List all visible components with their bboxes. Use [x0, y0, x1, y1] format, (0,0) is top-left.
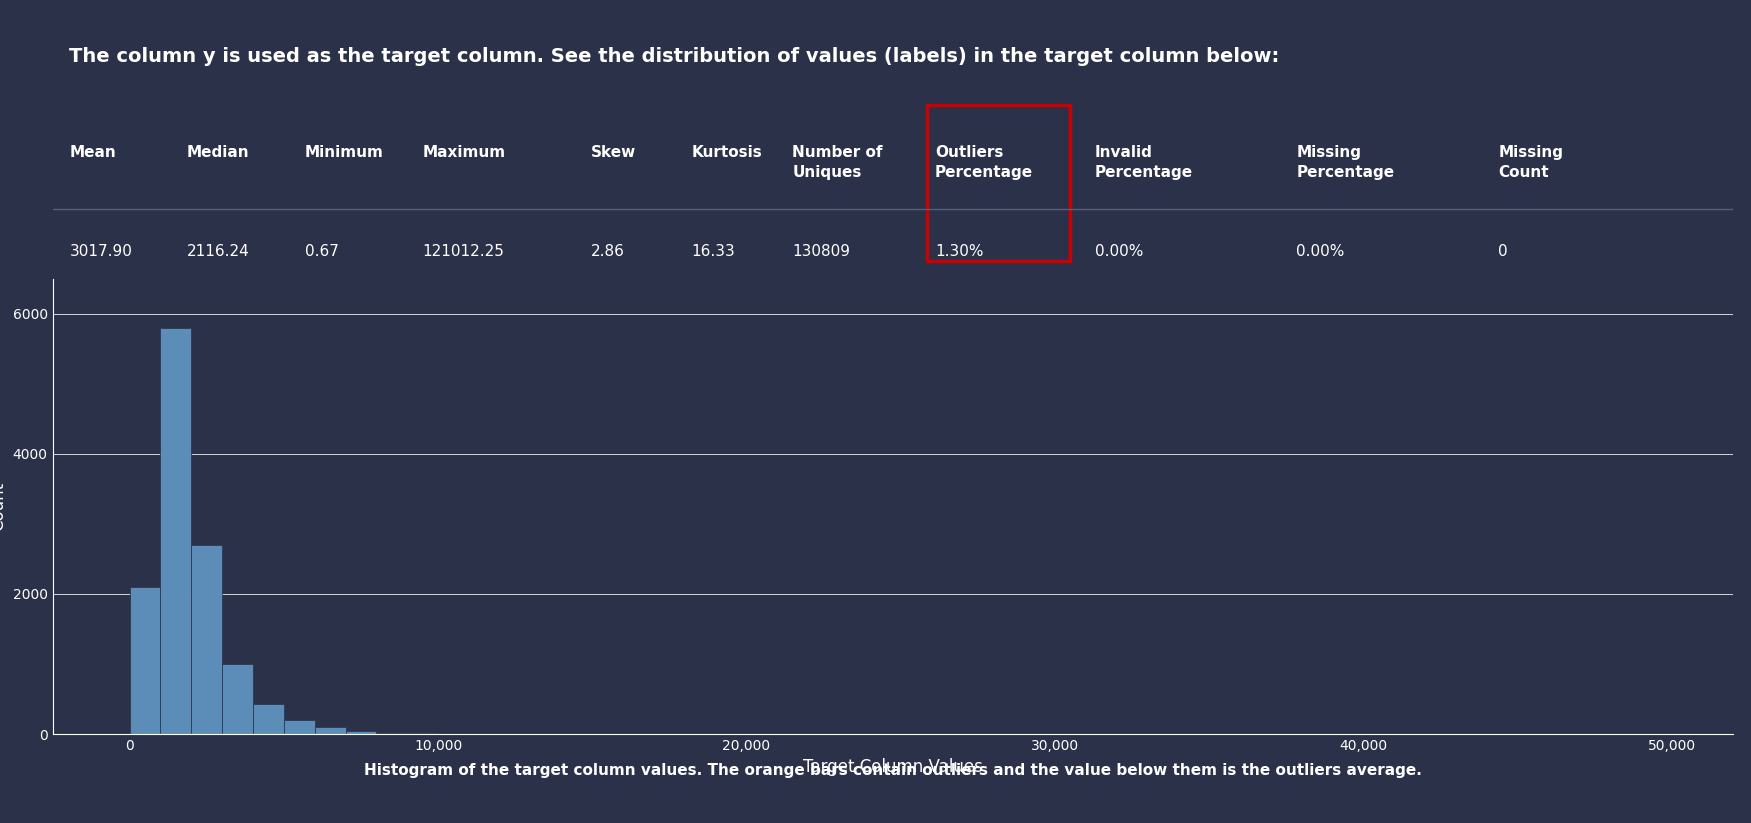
Bar — [222, 664, 252, 734]
Text: 2.86: 2.86 — [590, 244, 625, 258]
Text: Outliers
Percentage: Outliers Percentage — [935, 145, 1033, 180]
Bar — [284, 720, 315, 734]
Text: 0.67: 0.67 — [305, 244, 338, 258]
Text: 130809: 130809 — [791, 244, 851, 258]
Bar — [130, 587, 161, 734]
Text: Number of
Uniques: Number of Uniques — [791, 145, 883, 180]
Bar — [345, 731, 376, 734]
Text: 3017.90: 3017.90 — [70, 244, 133, 258]
Text: 1.30%: 1.30% — [935, 244, 984, 258]
Bar — [376, 732, 408, 734]
Text: 0.00%: 0.00% — [1296, 244, 1345, 258]
Text: Histogram of the target column values. The orange bars contain outliers and the : Histogram of the target column values. T… — [364, 764, 1422, 779]
X-axis label: Target Column Values: Target Column Values — [804, 759, 982, 776]
Text: 0: 0 — [1499, 244, 1508, 258]
Text: Missing
Count: Missing Count — [1499, 145, 1564, 180]
Text: Missing
Percentage: Missing Percentage — [1296, 145, 1394, 180]
Text: Skew: Skew — [590, 145, 636, 160]
Text: Mean: Mean — [70, 145, 116, 160]
Text: 121012.25: 121012.25 — [422, 244, 504, 258]
Y-axis label: Count: Count — [0, 481, 7, 531]
Bar — [315, 727, 345, 734]
Text: Kurtosis: Kurtosis — [692, 145, 762, 160]
Bar — [191, 545, 222, 734]
Bar — [161, 328, 191, 734]
Text: Maximum: Maximum — [422, 145, 506, 160]
Text: 16.33: 16.33 — [692, 244, 735, 258]
Bar — [252, 704, 284, 734]
Text: Invalid
Percentage: Invalid Percentage — [1094, 145, 1192, 180]
Text: 2116.24: 2116.24 — [187, 244, 250, 258]
Text: The column y is used as the target column. See the distribution of values (label: The column y is used as the target colum… — [70, 47, 1280, 66]
Text: 0.00%: 0.00% — [1094, 244, 1143, 258]
Text: Median: Median — [187, 145, 250, 160]
Text: Minimum: Minimum — [305, 145, 383, 160]
